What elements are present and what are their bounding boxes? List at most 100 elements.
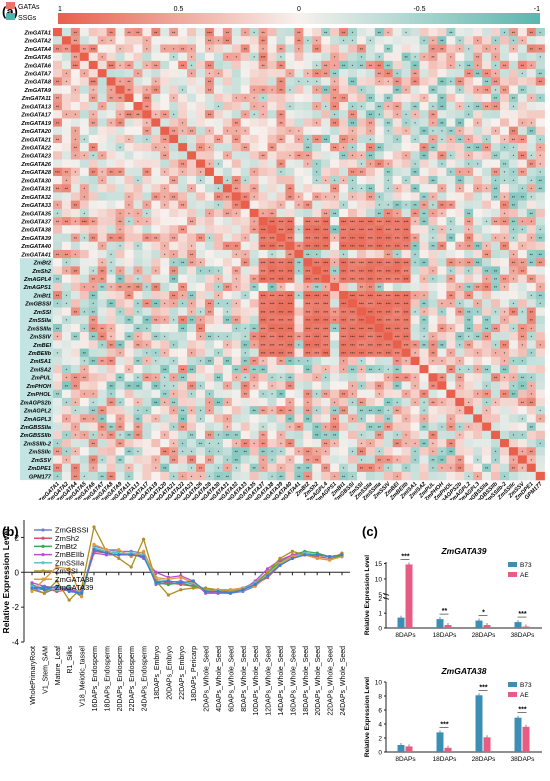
significance-mark: ***	[377, 335, 382, 340]
heatmap-cell	[294, 176, 303, 184]
heatmap-cell	[241, 36, 250, 44]
heatmap-cell	[160, 36, 169, 44]
significance-mark: **	[136, 343, 140, 348]
heatmap-cell	[277, 143, 286, 151]
significance-mark: **	[369, 96, 373, 101]
significance-mark: ***	[341, 236, 346, 241]
heatmap-cell	[357, 69, 366, 77]
significance-mark: ***	[305, 277, 310, 282]
heatmap-cell	[259, 414, 268, 422]
heatmap-cell	[330, 201, 339, 209]
heatmap-cell	[268, 102, 277, 110]
heatmap-cell	[321, 201, 330, 209]
heatmap-cell	[464, 299, 473, 307]
bar-ae-18daps	[445, 625, 452, 628]
heatmap-cell	[98, 250, 107, 258]
heatmap-cell	[232, 332, 241, 340]
heatmap-cell	[482, 160, 491, 168]
heatmap-cell	[437, 283, 446, 291]
heatmap-cell	[98, 447, 107, 455]
heatmap-cell	[375, 250, 384, 258]
heatmap-cell	[205, 414, 214, 422]
heatmap-cell	[205, 316, 214, 324]
significance-mark: **	[467, 285, 471, 290]
heatmap-cell	[384, 192, 393, 200]
heatmap-cell	[446, 381, 455, 389]
significance-mark: **	[279, 162, 283, 167]
significance-mark: ***	[359, 293, 364, 298]
heatmap-cell	[71, 349, 80, 357]
significance-mark: ***	[261, 351, 266, 356]
heatmap-cell	[142, 77, 151, 85]
heatmap-cell	[107, 291, 116, 299]
significance-mark: **	[431, 113, 435, 118]
significance-mark: ***	[305, 219, 310, 224]
significance-mark: ***	[350, 351, 355, 356]
heatmap-cell	[464, 406, 473, 414]
heatmap-cell	[259, 250, 268, 258]
heatmap-cell	[107, 69, 116, 77]
significance-mark: ***	[395, 318, 400, 323]
heatmap-cell	[125, 455, 134, 463]
heatmap-cell	[509, 447, 518, 455]
heatmap-cell	[527, 365, 536, 373]
heatmap-cell	[53, 242, 62, 250]
significance-mark: **	[83, 351, 87, 356]
heatmap-cell	[178, 53, 187, 61]
significance-mark: ***	[377, 244, 382, 249]
significance-mark: **	[378, 30, 382, 35]
heatmap-cell	[285, 168, 294, 176]
heatmap-cell	[89, 242, 98, 250]
y-tick-label: 15	[375, 561, 383, 568]
significance-mark: **	[279, 47, 283, 52]
significance-mark: ***	[368, 277, 373, 282]
heatmap-cell	[71, 94, 80, 102]
series-point-zmssi	[130, 565, 133, 568]
heatmap-cell	[527, 36, 536, 44]
heatmap-cell	[330, 299, 339, 307]
heatmap-cell	[268, 192, 277, 200]
row-label-zmgata38: ZmGATA38	[20, 228, 52, 234]
legend-marker-zmsh2	[41, 537, 44, 540]
heatmap-cell	[160, 266, 169, 274]
heatmap-cell	[446, 242, 455, 250]
heatmap-cell	[151, 406, 160, 414]
heatmap-cell	[205, 381, 214, 389]
heatmap-cell	[294, 217, 303, 225]
heatmap-cell	[232, 143, 241, 151]
heatmap-cell	[142, 184, 151, 192]
heatmap-cell	[187, 192, 196, 200]
heatmap-cell	[455, 53, 464, 61]
heatmap-cell	[214, 28, 223, 36]
heatmap-cell	[339, 77, 348, 85]
heatmap-cell	[196, 365, 205, 373]
heatmap-cell	[142, 242, 151, 250]
heatmap-cell	[142, 307, 151, 315]
significance-mark: **	[440, 104, 444, 109]
significance-mark: **	[422, 343, 426, 348]
heatmap-cell	[411, 390, 420, 398]
significance-mark: **	[56, 187, 60, 192]
heatmap-cell	[187, 439, 196, 447]
heatmap-cell	[509, 291, 518, 299]
heatmap-cell	[214, 455, 223, 463]
heatmap-cell	[294, 324, 303, 332]
heatmap-cell	[232, 381, 241, 389]
significance-mark: **	[503, 219, 507, 224]
heatmap-cell	[411, 332, 420, 340]
significance-mark: **	[467, 318, 471, 323]
heatmap-cell	[223, 291, 232, 299]
heatmap-cell	[428, 324, 437, 332]
heatmap-cell	[151, 390, 160, 398]
heatmap-cell	[142, 151, 151, 159]
heatmap-cell	[232, 217, 241, 225]
significance-mark: ***	[404, 318, 409, 323]
heatmap-cell	[527, 439, 536, 447]
significance-mark: **	[467, 219, 471, 224]
heatmap-cell	[277, 381, 286, 389]
heatmap-cell	[53, 61, 62, 69]
significance-mark: **	[253, 228, 257, 233]
heatmap-cell	[437, 61, 446, 69]
heatmap-cell	[125, 127, 134, 135]
heatmap-cell	[464, 28, 473, 36]
